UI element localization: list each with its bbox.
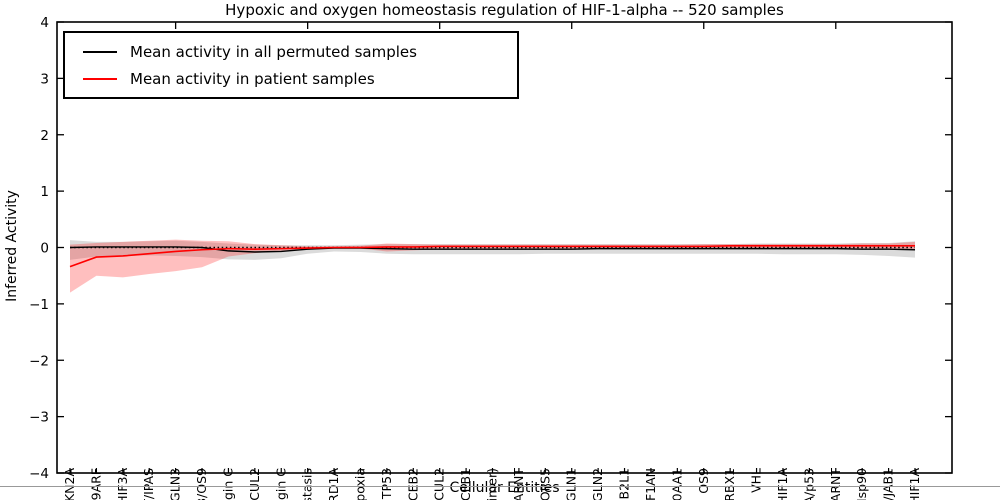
x-tick-label: oxygen homeostasis	[300, 468, 315, 500]
x-tick-label: HSP90AA1	[669, 468, 684, 500]
x-tick-label: EGLN1	[564, 468, 579, 500]
x-tick-label: ARNT/IPAS	[141, 468, 156, 500]
x-tick-label: EGLN2	[590, 468, 605, 500]
x-tick-label: GNB2L1	[617, 468, 632, 500]
x-tick-label: FIH (dimer)	[485, 468, 500, 500]
chart-title: Hypoxic and oxygen homeostasis regulatio…	[225, 1, 784, 19]
x-tick-label: HIF1A/p53	[801, 468, 816, 500]
x-tick-label: TCEB2	[405, 468, 420, 500]
x-tick-label: ARNT	[511, 468, 526, 500]
y-tick-label: 1	[40, 184, 49, 200]
x-tick-label: HIF3A	[115, 468, 130, 500]
x-tick-label: PHD1-3/OS9	[194, 468, 209, 500]
y-tick-label: 0	[40, 241, 49, 257]
x-tick-label: OS9	[696, 468, 711, 494]
x-axis-label: Cellular Entities	[449, 480, 560, 496]
x-tick-label: CDKN2A	[62, 468, 77, 500]
x-tick-label: COPS5	[537, 468, 552, 500]
confidence-band-permuted	[70, 240, 915, 260]
y-tick-label: −1	[29, 297, 49, 313]
x-tick-label: HIF1A/JAB1	[881, 468, 896, 500]
legend-line-sample-red	[83, 77, 117, 80]
legend-line-sample-black	[83, 50, 117, 53]
x-tick-label: TCEB1	[458, 468, 473, 500]
figure-bottom-border	[0, 486, 1000, 487]
x-tick-label: VHL/Elongin B/Elongin C/RBX1/CUL2/HIF1A	[907, 468, 922, 500]
y-tick-label: 2	[40, 128, 49, 144]
y-tick-label: 3	[40, 71, 49, 87]
x-tick-label: TP53	[379, 468, 394, 500]
x-tick-label: HIF1AN	[643, 468, 658, 500]
x-tick-label: RACK1/Elongin B/Elongin C	[273, 468, 288, 500]
x-tick-label: ARD1A	[326, 468, 341, 500]
x-tick-label: CUL2	[432, 468, 447, 500]
x-tick-label: VHL/Elongin B/Elongin C/RBX1/CUL2	[247, 468, 262, 500]
legend-entry-patient: Mean activity in patient samples	[65, 65, 517, 92]
x-tick-label: RBX1	[722, 468, 737, 500]
confidence-band-patient	[70, 239, 915, 293]
x-tick-label: HIF1A/Hsp90	[854, 468, 869, 500]
x-tick-label: HIF1A/RACK1/Elongin B/Elongin C	[220, 468, 235, 500]
legend-entry-permuted: Mean activity in all permuted samples	[65, 38, 517, 65]
x-tick-label: HIF1A/p19ARF	[88, 468, 103, 500]
x-tick-label: HIF1A/ARNT	[828, 468, 843, 500]
y-tick-label: −2	[29, 353, 49, 369]
legend-label-permuted: Mean activity in all permuted samples	[130, 42, 417, 61]
y-tick-label: −4	[29, 466, 49, 482]
x-tick-label: EGLN3	[168, 468, 183, 500]
y-axis-label: Inferred Activity	[4, 190, 20, 302]
y-tick-label: −3	[29, 410, 49, 426]
x-tick-label: response to hypoxia	[352, 468, 367, 500]
legend: Mean activity in all permuted samples Me…	[63, 31, 519, 99]
series-line-patient	[69, 245, 915, 268]
legend-label-patient: Mean activity in patient samples	[130, 69, 375, 88]
y-tick-label: 4	[40, 15, 49, 31]
x-tick-label: HIF1A	[775, 468, 790, 500]
